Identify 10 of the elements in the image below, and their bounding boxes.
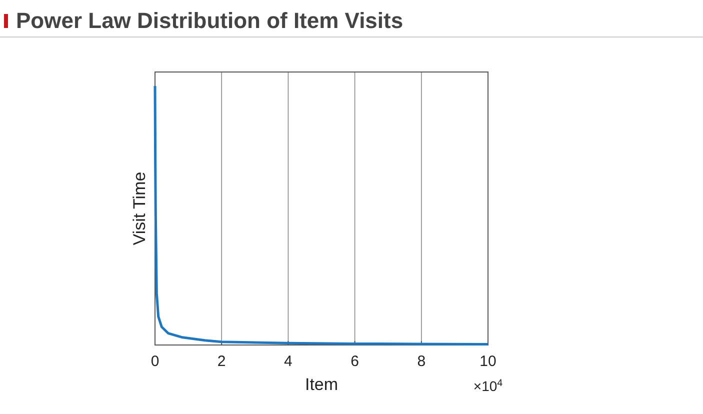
x-axis-title: Item — [304, 375, 338, 394]
x-tick-label: 0 — [150, 353, 160, 370]
x-tick-label: 4 — [284, 353, 292, 370]
chart-title: Power Law Distribution of Item Visits — [16, 8, 404, 33]
x-tick-label: 8 — [417, 353, 426, 370]
x-tick-label: 6 — [350, 353, 359, 370]
x-tick-label: 2 — [217, 353, 226, 370]
x-tick-label: 10 — [480, 353, 496, 370]
y-axis-title: Visit Time — [130, 172, 149, 246]
text: ×10$^{4}$ — [473, 378, 504, 394]
